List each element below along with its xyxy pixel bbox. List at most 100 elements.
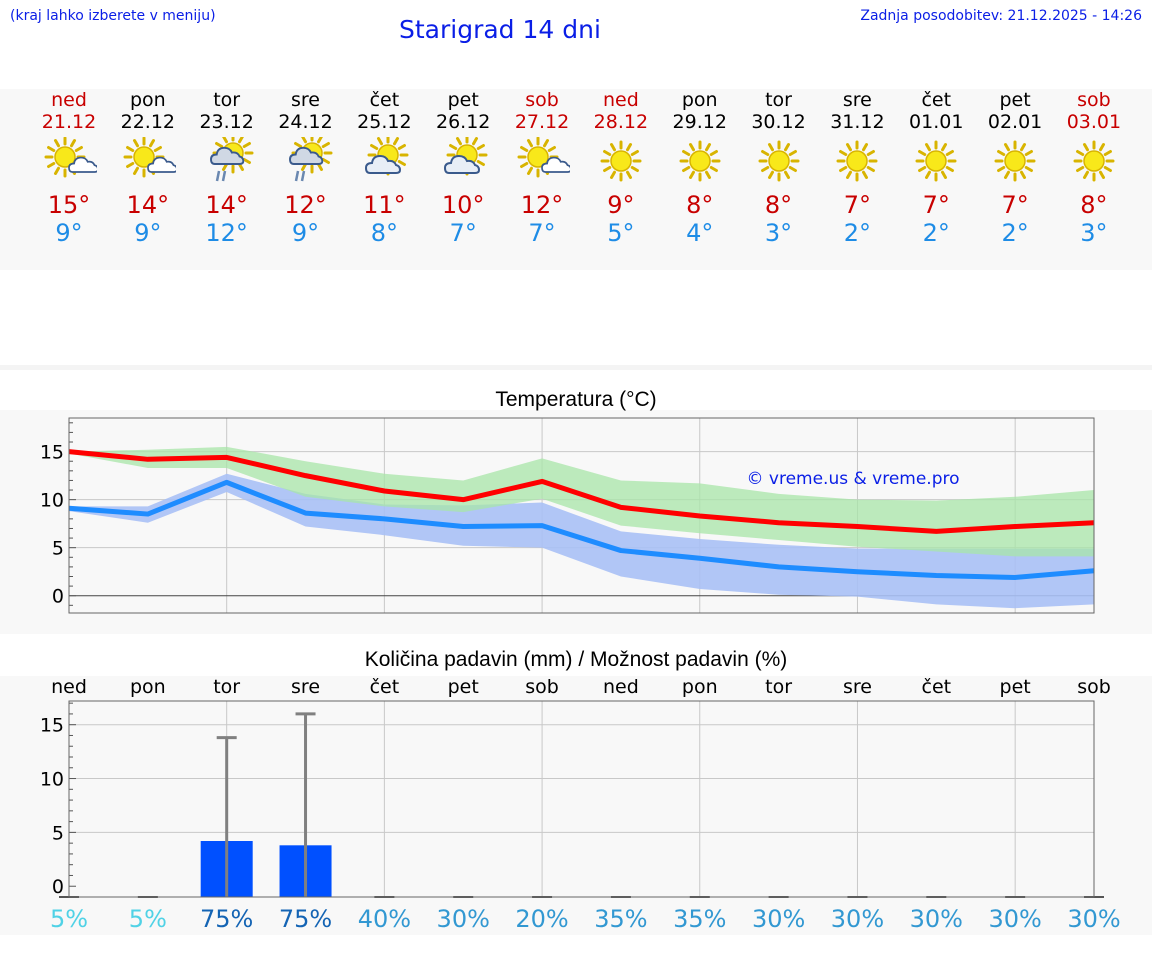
x-category-label: čet bbox=[922, 676, 952, 698]
day-date: 01.01 bbox=[909, 111, 964, 133]
y-tick-label: 10 bbox=[40, 769, 64, 791]
precipitation-probability: 5% bbox=[50, 905, 88, 933]
precipitation-chart: 0 5 10 15 ned pon tor sre čet pet sob ned pon tor sre č… bbox=[40, 676, 1121, 933]
max-temperature: 8° bbox=[1080, 191, 1108, 219]
day-date: 25.12 bbox=[357, 111, 412, 133]
min-temperature: 7° bbox=[449, 219, 477, 247]
separator-band bbox=[0, 365, 1152, 370]
max-temperature: 7° bbox=[843, 191, 872, 219]
x-category-label: sre bbox=[291, 676, 320, 698]
forecast-day: pon 22.12 14° 9° bbox=[108, 89, 188, 247]
min-temperature: 9° bbox=[55, 219, 83, 247]
forecast-row: ned 21.12 15° 9° pon 22.12 14° 9° tor 23… bbox=[0, 89, 1152, 269]
x-category-label: pon bbox=[130, 676, 166, 698]
sun-bigcloud-icon bbox=[356, 134, 412, 185]
max-temperature: 8° bbox=[764, 191, 793, 219]
max-temperature: 12° bbox=[520, 191, 564, 219]
min-temperature: 4° bbox=[686, 219, 714, 247]
y-tick-label: 15 bbox=[40, 442, 64, 464]
min-temperature: 2° bbox=[843, 219, 872, 247]
precipitation-probability: 5% bbox=[129, 905, 167, 933]
sun-cloud-icon bbox=[41, 136, 99, 185]
precipitation-probability: 30% bbox=[1067, 905, 1120, 933]
y-tick-label: 10 bbox=[40, 490, 64, 512]
x-category-label: tor bbox=[213, 676, 240, 698]
day-date: 28.12 bbox=[593, 111, 649, 133]
max-temperature: 7° bbox=[922, 191, 950, 219]
day-date: 26.12 bbox=[435, 111, 491, 133]
day-date: 22.12 bbox=[120, 111, 176, 133]
x-category-label: sre bbox=[843, 676, 872, 698]
min-temperature: 5° bbox=[607, 219, 635, 247]
y-tick-label: 5 bbox=[52, 538, 64, 560]
max-temperature: 8° bbox=[686, 191, 714, 219]
x-category-label: sob bbox=[525, 676, 559, 698]
forecast-day: pet 26.12 10° 7° bbox=[423, 89, 503, 247]
max-temperature: 15° bbox=[47, 191, 91, 219]
forecast-day: sre 24.12 12° 9° bbox=[266, 89, 346, 247]
min-temperature: 3° bbox=[1080, 219, 1108, 247]
page-title: Starigrad 14 dni bbox=[399, 15, 601, 44]
day-name: pet bbox=[999, 89, 1031, 111]
forecast-day: ned 21.12 15° 9° bbox=[29, 89, 109, 247]
precipitation-probability: 35% bbox=[594, 905, 647, 933]
plot-frame bbox=[68, 417, 1095, 614]
max-temperature: 14° bbox=[205, 191, 248, 219]
forecast-day: sre 31.12 7° 2° bbox=[817, 89, 897, 247]
y-tick-label: 0 bbox=[52, 876, 64, 898]
temperature-chart: 0 5 10 15 © vreme.us & vreme.pro bbox=[40, 417, 1095, 614]
day-date: 29.12 bbox=[672, 111, 727, 133]
precipitation-probability: 20% bbox=[515, 905, 568, 933]
day-name: ned bbox=[51, 89, 87, 111]
day-name: čet bbox=[369, 89, 400, 111]
max-temperature: 11° bbox=[363, 191, 406, 219]
precipitation-chart-title: Količina padavin (mm) / Možnost padavin … bbox=[364, 648, 788, 671]
sun-icon bbox=[829, 137, 885, 185]
max-temperature: 12° bbox=[284, 191, 327, 219]
day-name: čet bbox=[921, 89, 952, 111]
sun-rain-icon bbox=[278, 132, 334, 185]
day-name: sre bbox=[842, 89, 872, 111]
x-category-label: pet bbox=[448, 676, 479, 698]
chart-watermark: © vreme.us & vreme.pro bbox=[746, 469, 959, 489]
plot-frame bbox=[68, 700, 1095, 898]
last-update-text: Zadnja posodobitev: 21.12.2025 - 14:26 bbox=[860, 8, 1142, 24]
day-date: 30.12 bbox=[751, 111, 806, 133]
day-name: sre bbox=[291, 89, 320, 111]
day-name: pet bbox=[447, 89, 479, 111]
sun-icon bbox=[593, 137, 649, 185]
max-temperature-line bbox=[68, 449, 1095, 534]
forecast-day: pon 29.12 8° 4° bbox=[660, 89, 740, 247]
max-temperature: 9° bbox=[607, 191, 635, 219]
sun-icon bbox=[672, 137, 728, 185]
x-category-label: tor bbox=[765, 676, 792, 698]
day-name: tor bbox=[213, 89, 241, 111]
min-temperature: 2° bbox=[922, 219, 950, 247]
precipitation-probability: 30% bbox=[910, 905, 963, 933]
forecast-day: sob 03.01 8° 3° bbox=[1054, 89, 1134, 247]
precipitation-probability: 35% bbox=[673, 905, 726, 933]
max-temperature: 10° bbox=[441, 191, 485, 219]
y-tick-label: 15 bbox=[40, 715, 64, 737]
sun-icon bbox=[908, 137, 964, 185]
day-name: sob bbox=[1077, 89, 1111, 111]
location-menu-hint[interactable]: (kraj lahko izberete v meniju) bbox=[10, 8, 216, 24]
max-temperature: 7° bbox=[1001, 191, 1029, 219]
day-date: 03.01 bbox=[1066, 111, 1122, 133]
sun-bigcloud-icon bbox=[435, 134, 491, 185]
max-temperature: 14° bbox=[126, 191, 170, 219]
min-temperature: 7° bbox=[528, 219, 556, 247]
day-name: pon bbox=[681, 89, 718, 111]
x-category-label: pet bbox=[1000, 676, 1031, 698]
day-date: 27.12 bbox=[514, 111, 570, 133]
forecast-day: čet 25.12 11° 8° bbox=[344, 89, 424, 247]
x-category-label: pon bbox=[682, 676, 718, 698]
precipitation-probability: 30% bbox=[437, 905, 490, 933]
sun-cloud-icon bbox=[514, 136, 572, 185]
day-name: tor bbox=[765, 89, 792, 111]
sun-icon bbox=[1066, 137, 1122, 185]
sun-cloud-icon bbox=[120, 136, 178, 185]
forecast-band bbox=[0, 89, 1152, 270]
min-temperature: 8° bbox=[370, 219, 398, 247]
day-date: 31.12 bbox=[830, 111, 885, 133]
